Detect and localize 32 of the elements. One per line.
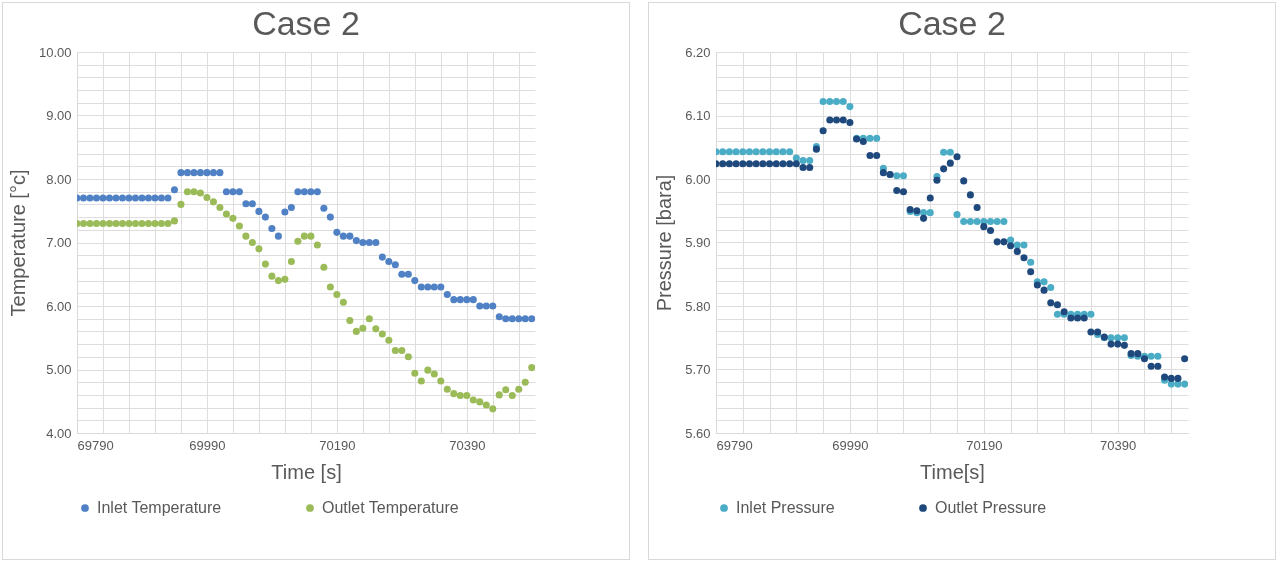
y-tick-label: 9.00	[46, 108, 72, 123]
y-tick-label: 6.00	[46, 298, 72, 314]
y-tick-label: 6.20	[685, 44, 711, 60]
y-tick-label: 10.00	[38, 44, 72, 60]
y-tick-label: 6.10	[685, 108, 711, 123]
y-tick-label: 5.60	[685, 425, 711, 441]
y-tick-label: 5.90	[685, 235, 711, 250]
legend-label: Inlet Pressure	[736, 499, 835, 516]
y-tick-label: 8.00	[46, 171, 72, 187]
y-tick-label: 4.00	[46, 425, 72, 441]
x-tick-label: 70190	[966, 437, 1003, 453]
x-axis-title: Time [s]	[271, 460, 342, 483]
x-axis-title: Time[s]	[920, 460, 985, 483]
y-tick-label: 5.70	[685, 362, 711, 377]
y-axis-title: Pressure [bara]	[653, 174, 676, 312]
y-tick-label: 5.80	[685, 298, 711, 314]
x-tick-label: 70190	[319, 437, 356, 453]
legend-label: Inlet Temperature	[97, 499, 222, 516]
y-axis-title: Temperature [°c]	[6, 169, 29, 317]
y-tick-label: 5.00	[46, 362, 72, 377]
x-tick-label: 70390	[1100, 437, 1137, 453]
legend-label: Outlet Temperature	[322, 499, 459, 516]
y-tick-label: 7.00	[46, 235, 72, 250]
x-tick-label: 69990	[189, 437, 226, 453]
x-tick-label: 69990	[832, 437, 869, 453]
chart-title: Case 2	[252, 4, 360, 42]
legend-label: Outlet Pressure	[935, 499, 1047, 516]
chart-title: Case 2	[898, 4, 1006, 42]
x-tick-label: 69790	[77, 437, 114, 453]
x-tick-label: 70390	[449, 437, 486, 453]
y-tick-label: 6.00	[685, 171, 711, 187]
x-tick-label: 69790	[716, 437, 753, 453]
